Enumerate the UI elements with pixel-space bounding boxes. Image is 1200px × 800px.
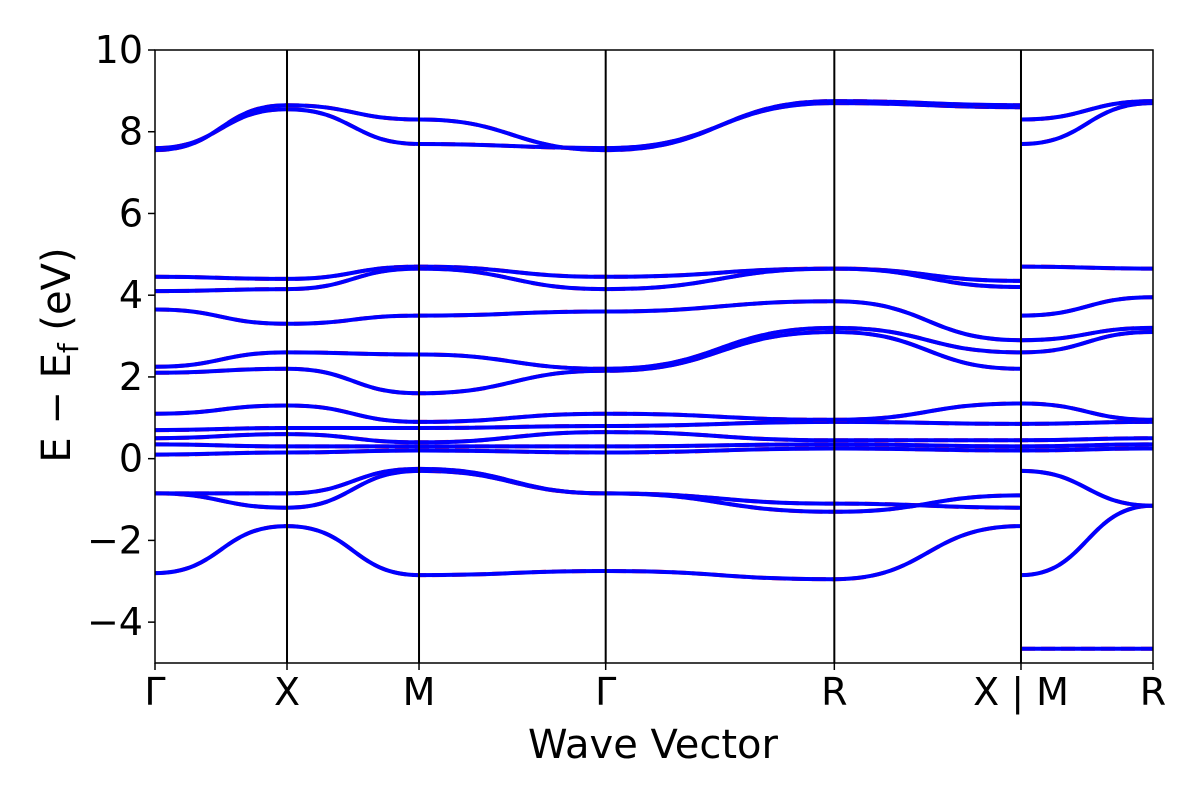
y-tick-label: −2 [87,518,143,562]
band-line-blue-7 [155,430,1153,445]
band-line-blue-1 [1020,503,1153,578]
y-axis-label-subscript: f [52,342,85,353]
band-line-blue-5 [155,446,1153,457]
high-symmetry-lines [286,50,1022,663]
y-axis-label-main: E − E [34,353,80,463]
plot-frame [154,49,1154,664]
band-line-blue-4 [1020,468,1153,508]
x-tick-label: X | M [973,670,1069,715]
y-axis: −4 −2 0 2 4 6 8 10 [87,28,155,644]
band-line-blue-15 [1020,295,1153,318]
band-line-blue-6 [155,442,1153,449]
band-line-blue-13 [1020,325,1153,343]
y-tick-label: 0 [119,437,143,481]
band-line-blue-21 [155,99,1022,153]
y-tick-label: −4 [87,600,143,644]
x-tick-label: X [274,670,300,714]
band-line-blue-20 [1020,101,1153,146]
y-tick-label: 2 [119,355,143,399]
y-tick-label: 10 [95,28,143,72]
x-axis-label: Wave Vector [528,722,779,768]
band-line-blue-12 [155,325,1022,371]
x-tick-label: M [403,670,436,714]
plot-area [155,50,1153,663]
x-tick-label: Γ [144,670,165,714]
y-tick-label: 6 [119,191,143,235]
x-axis: Γ X M Γ R X | M R [144,663,1166,715]
y-axis-label-unit: (eV) [34,247,80,343]
y-axis-label: E − Ef (eV) [34,247,85,462]
band-line-blue-14 [155,299,1022,343]
y-tick-label: 8 [119,110,143,154]
band-line-blue-17 [1020,264,1153,271]
y-tick-label: 4 [119,273,143,317]
band-line-blue-22 [1020,99,1153,122]
bands-layer [155,99,1153,651]
x-tick-label: R [1140,670,1166,714]
x-tick-label: R [821,670,847,714]
band-line-blue-0 [155,524,1022,582]
band-line-blue-8 [155,419,1153,433]
x-tick-label: Γ [595,670,616,714]
band-line-blue-11 [1020,330,1153,355]
